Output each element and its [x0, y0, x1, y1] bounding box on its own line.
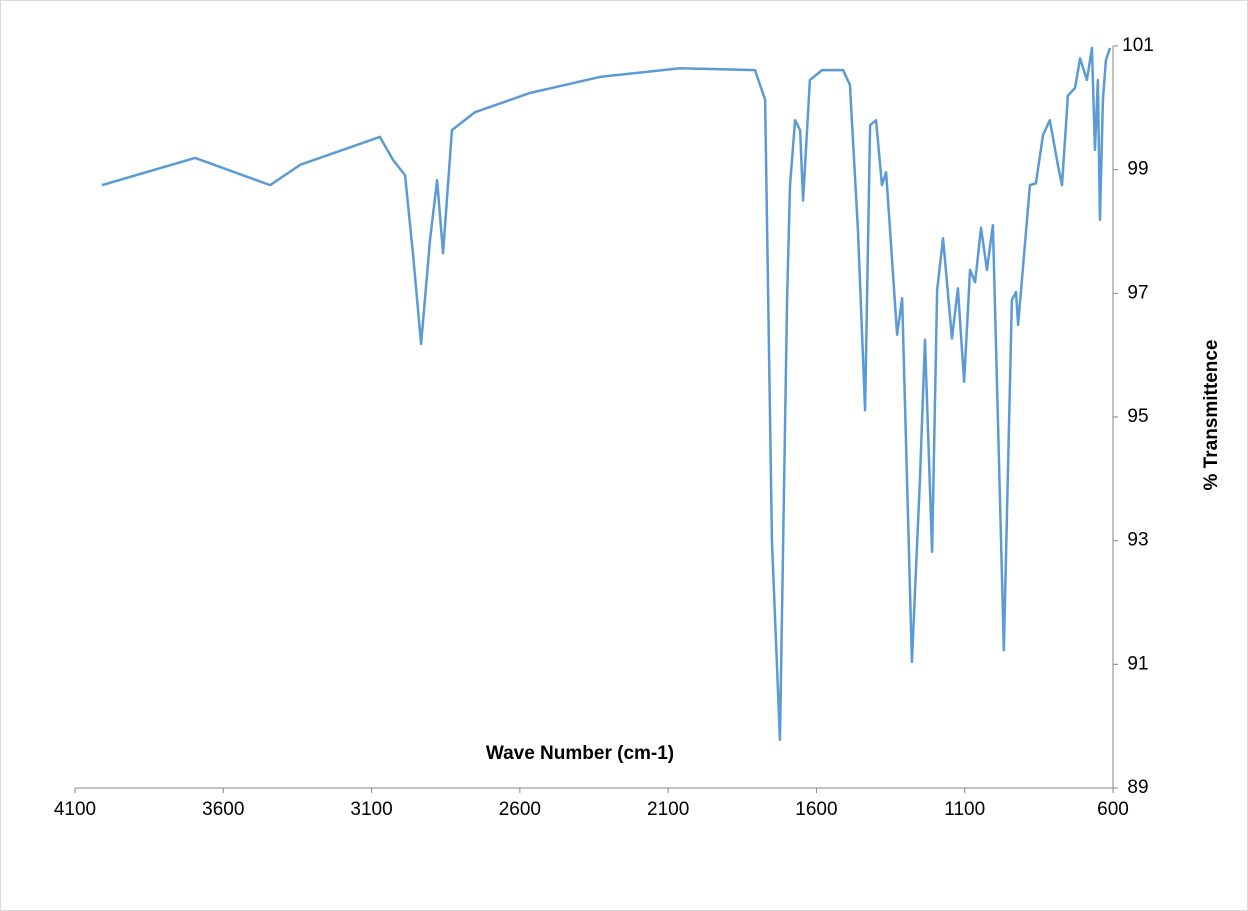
x-axis-title: Wave Number (cm-1)	[486, 743, 674, 764]
x-tick-label: 3600	[202, 799, 244, 820]
x-tick-label: 1600	[795, 799, 837, 820]
x-tick-label: 2100	[647, 799, 689, 820]
x-tick-label: 1100	[944, 799, 985, 820]
y-tick-label: 93	[1127, 530, 1148, 551]
y-tick-label: 91	[1127, 653, 1148, 674]
spectrum-line	[101, 46, 1112, 742]
x-tick-label: 2600	[499, 799, 541, 820]
y-tick-label: 89	[1127, 777, 1148, 798]
x-tick-label: 3100	[350, 799, 392, 820]
x-tick-label: 4100	[54, 799, 96, 820]
y-tick-label: 101	[1122, 35, 1154, 56]
y-tick-label: 95	[1127, 406, 1148, 427]
y-tick-label: 99	[1127, 159, 1148, 180]
y-tick-label: 97	[1127, 282, 1148, 303]
y-axis-title: % Transmittence	[1201, 340, 1222, 491]
x-tick-label: 600	[1097, 799, 1129, 820]
